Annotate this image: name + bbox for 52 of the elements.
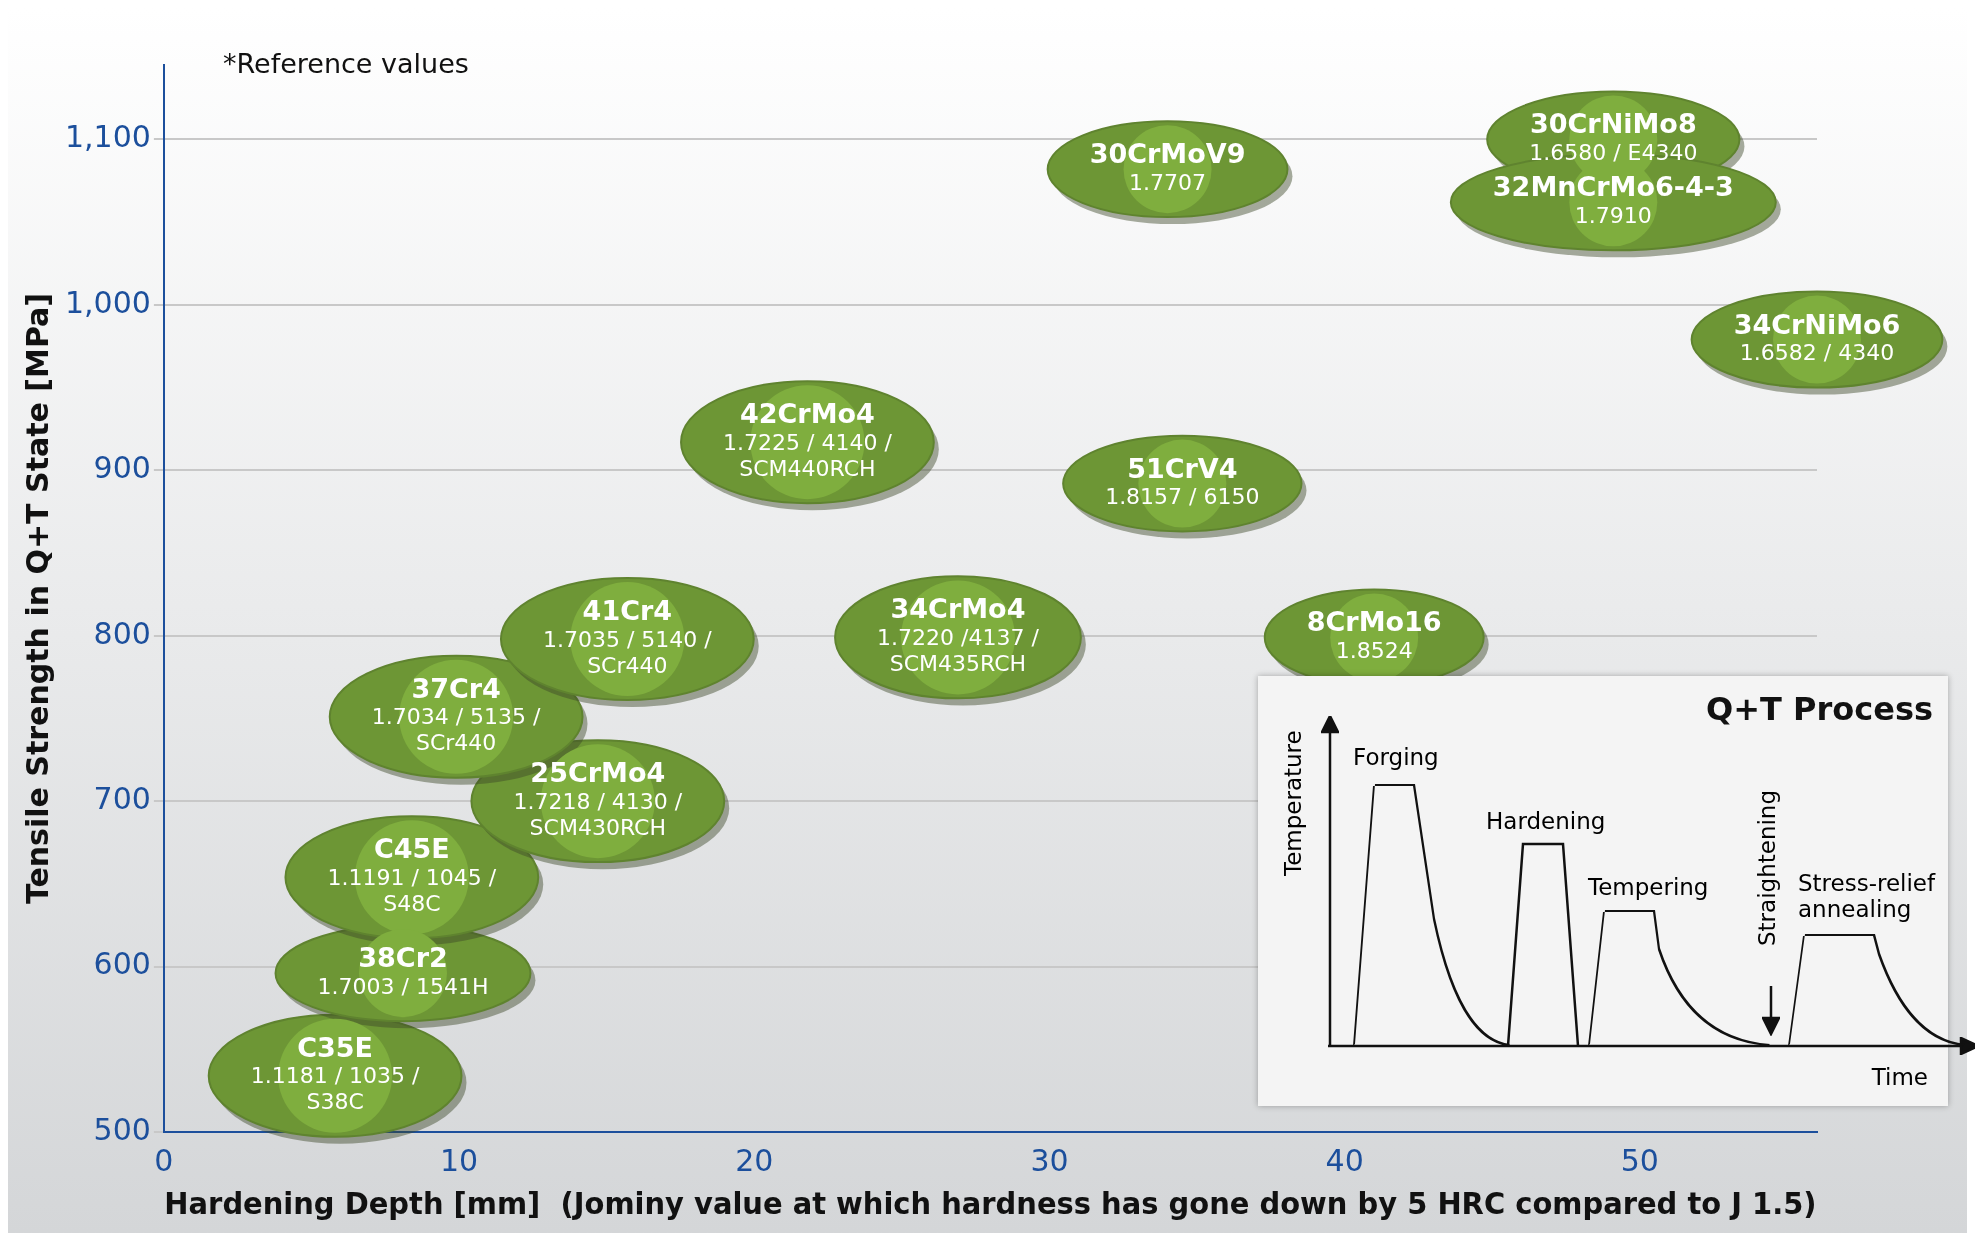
series-label: 37Cr4 [411, 672, 501, 704]
annotation: Q+T Process [1706, 690, 1933, 728]
annotation: *Reference values [223, 48, 469, 79]
series-label: 25CrMo4 [530, 757, 666, 789]
series-label: 34CrMo4 [890, 593, 1026, 625]
annotation: 1.7034 / 5135 / SCr440 [371, 704, 542, 756]
y-axis-title: Tensile Strength in Q+T State [MPa] [19, 292, 55, 905]
annotation: 1.7707 [1129, 169, 1207, 195]
x-axis-title: Hardening Depth [mm] (Jominy value at which hardness has gone down by 5 HRC compared to J 1.5) [164, 1186, 1817, 1221]
series-label: 8CrMo16 [1306, 606, 1442, 638]
annotation: 1.8157 / 6150 [1105, 484, 1260, 510]
y-tick-label: 700 [93, 780, 151, 816]
text: Time [1871, 1064, 1928, 1090]
series-label: 30CrNiMo8 [1529, 108, 1697, 140]
series-label: 41Cr4 [582, 595, 673, 627]
annotation: 1.7220 /4137 / SCM435RCH [877, 625, 1040, 677]
annotation: Stress-relief annealing [1798, 870, 1937, 922]
annotation: 1.7910 [1574, 203, 1652, 229]
annotation: 1.6582 / 4340 [1739, 340, 1895, 366]
annotation: 1.7225 / 4140 / SCM440RCH [723, 429, 893, 481]
annotation: 1.1191 / 1045 / S48C [327, 864, 497, 916]
series-label: C35E [297, 1031, 374, 1063]
annotation: 1.7003 / 1541H [317, 973, 489, 999]
annotation: 1.7035 / 5140 / SCr440 [542, 626, 713, 678]
y-tick-label: 900 [93, 450, 151, 486]
series-label: 42CrMo4 [739, 398, 875, 430]
annotation: 1.6580 / E4340 [1529, 140, 1698, 166]
x-tick-label: 10 [439, 1142, 479, 1178]
y-tick-label: 600 [93, 946, 151, 982]
series-label: 32MnCrMo6-4-3 [1492, 171, 1734, 203]
annotation: 1.1181 / 1035 / S38C [250, 1063, 421, 1115]
y-tick-label: 500 [93, 1111, 151, 1147]
x-tick-label: 0 [154, 1142, 174, 1178]
series-label: 34CrNiMo6 [1733, 308, 1901, 340]
series-label: 30CrMoV9 [1089, 138, 1246, 170]
annotation: Temperature [1280, 730, 1306, 876]
annotation: Forging [1353, 744, 1439, 770]
x-tick-label: 20 [735, 1142, 774, 1178]
annotation: Tempering [1588, 874, 1709, 900]
x-tick-label: 30 [1030, 1142, 1069, 1178]
series-label: C45E [373, 833, 450, 865]
annotation: Straightening [1754, 789, 1780, 946]
annotation: 1.8524 [1335, 638, 1413, 664]
y-tick-label: 1,000 [64, 284, 151, 320]
y-tick-label: 1,100 [64, 119, 151, 155]
series-label: 38Cr2 [358, 942, 448, 974]
x-tick-label: 40 [1325, 1142, 1364, 1178]
x-tick-label: 50 [1620, 1142, 1659, 1178]
annotation: Hardening [1486, 808, 1606, 834]
annotation: 1.7218 / 4130 / SCM430RCH [513, 788, 683, 840]
series-label: 51CrV4 [1127, 452, 1238, 484]
y-tick-label: 800 [93, 615, 151, 651]
